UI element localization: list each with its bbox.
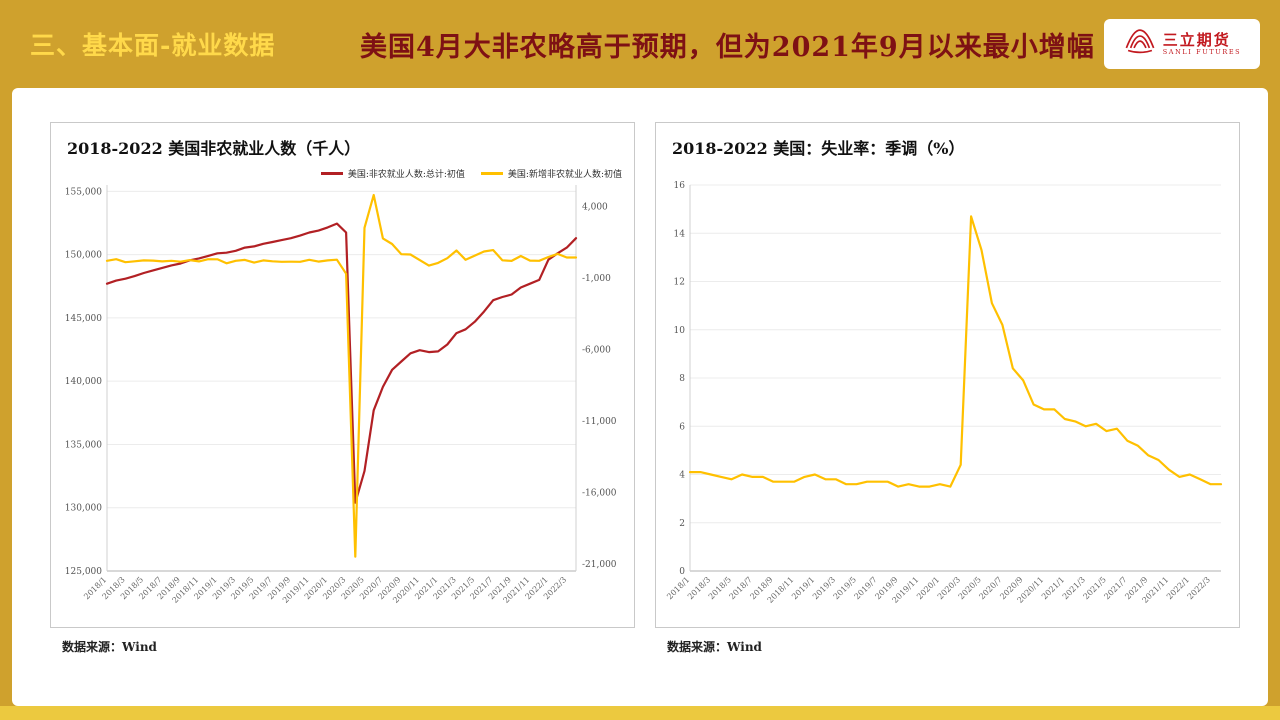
svg-text:155,000: 155,000 [65, 187, 102, 197]
slide-title: 美国4月大非农略高于预期，但为2021年9月以来最小增幅 [360, 31, 1095, 63]
legend-label-new: 美国:新增非农就业人数:初值 [507, 170, 622, 180]
chart-title-unemployment: 2018-2022 美国：失业率：季调（%） [672, 139, 965, 158]
svg-text:135,000: 135,000 [65, 440, 102, 450]
data-source-left: 数据来源：Wind [62, 640, 157, 654]
svg-text:4,000: 4,000 [582, 202, 608, 212]
chart-legend: 美国:非农就业人数:总计:初值 美国:新增非农就业人数:初值 [320, 167, 622, 180]
svg-text:16: 16 [674, 181, 686, 191]
svg-text:4: 4 [679, 471, 685, 481]
data-source-right: 数据来源：Wind [667, 640, 762, 654]
sanli-mountain-icon [1123, 25, 1157, 63]
svg-text:-21,000: -21,000 [582, 560, 617, 570]
svg-text:8: 8 [679, 374, 685, 384]
company-logo: 三立期货 SANLI FUTURES [1104, 19, 1260, 69]
svg-text:12: 12 [674, 278, 685, 288]
chart-title-nonfarm: 2018-2022 美国非农就业人数（千人） [67, 139, 361, 158]
svg-text:0: 0 [679, 567, 685, 577]
legend-item-total: 美国:非农就业人数:总计:初值 [320, 167, 465, 180]
unemployment-rate-chart: 0 2 4 6 8 10 12 14 16 2018/1 2018/3 2018/5 2018/7 201… [660, 177, 1235, 623]
svg-text:130,000: 130,000 [65, 504, 102, 514]
logo-name-en: SANLI FUTURES [1162, 47, 1242, 56]
svg-text:10: 10 [674, 326, 686, 336]
svg-text:-16,000: -16,000 [582, 488, 617, 498]
legend-label-total: 美国:非农就业人数:总计:初值 [347, 170, 465, 180]
svg-text:150,000: 150,000 [65, 251, 102, 261]
bottom-gold-strip [0, 706, 1280, 720]
svg-text:-6,000: -6,000 [582, 345, 611, 355]
svg-text:2: 2 [679, 519, 685, 529]
chart-panel-nonfarm-payrolls: 2018-2022 美国非农就业人数（千人） 美国:非农就业人数:总计:初值 美… [50, 122, 635, 628]
svg-text:6: 6 [679, 422, 685, 432]
section-title: 三、基本面-就业数据 [30, 31, 276, 60]
red-line-swatch [320, 172, 343, 175]
yellow-line-swatch [480, 172, 503, 175]
svg-text:2022/3: 2022/3 [1186, 575, 1212, 601]
svg-text:140,000: 140,000 [65, 377, 102, 387]
svg-text:-11,000: -11,000 [582, 417, 617, 427]
slide-header: 三、基本面-就业数据 美国4月大非农略高于预期，但为2021年9月以来最小增幅 … [0, 0, 1280, 88]
svg-text:125,000: 125,000 [65, 567, 102, 577]
slide-body: 2018-2022 美国非农就业人数（千人） 美国:非农就业人数:总计:初值 美… [12, 88, 1268, 706]
svg-text:-1,000: -1,000 [582, 274, 611, 284]
svg-text:145,000: 145,000 [65, 314, 102, 324]
svg-text:14: 14 [674, 229, 686, 239]
nonfarm-payrolls-chart: 125,000 130,000 135,000 140,000 145,000 150,0… [55, 177, 630, 623]
logo-text: 三立期货 SANLI FUTURES [1163, 32, 1241, 56]
logo-name-cn: 三立期货 [1162, 31, 1231, 50]
legend-item-new: 美国:新增非农就业人数:初值 [480, 167, 622, 180]
chart-panel-unemployment: 2018-2022 美国：失业率：季调（%） 0 2 4 6 8 10 12 14 16 2018… [655, 122, 1240, 628]
